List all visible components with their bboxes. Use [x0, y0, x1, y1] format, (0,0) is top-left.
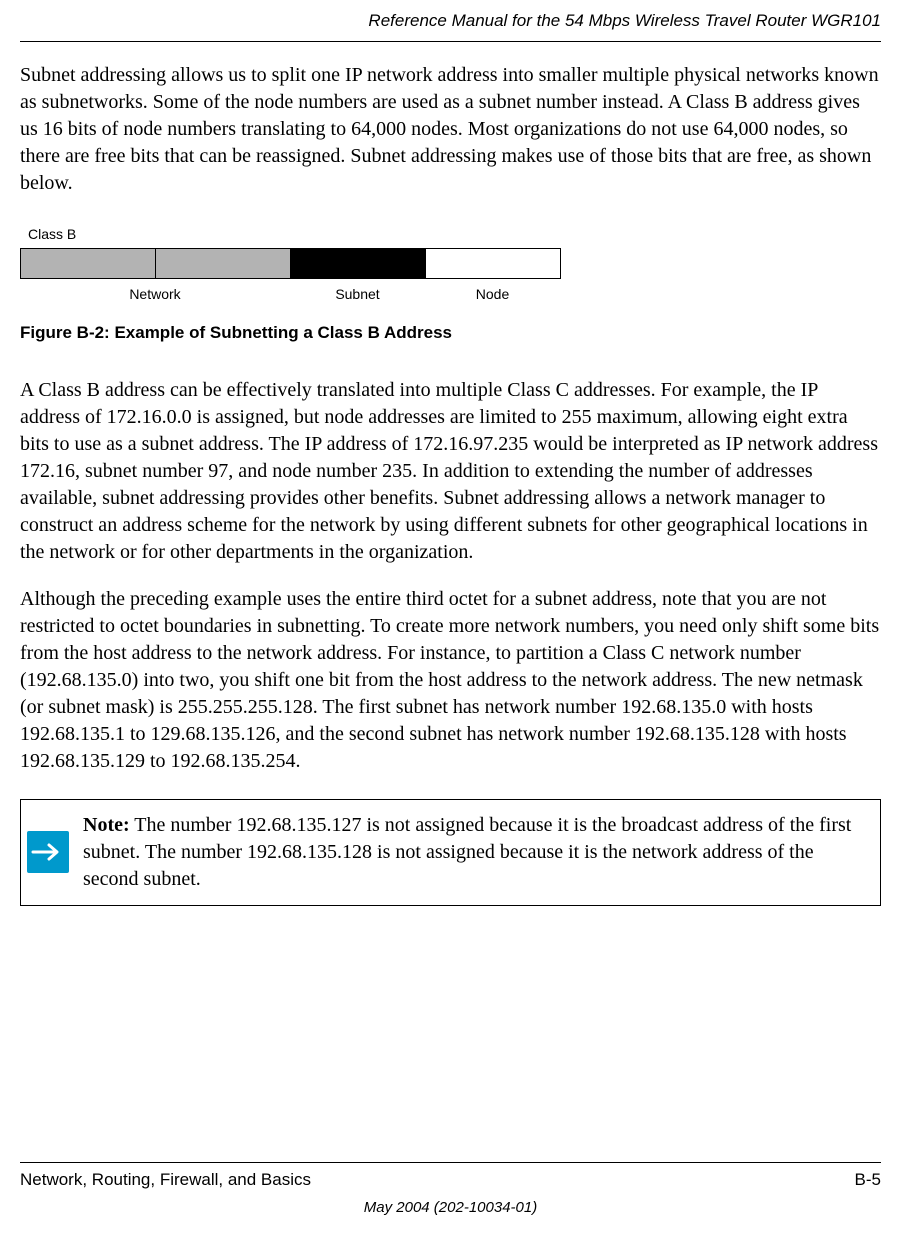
note-box: Note: The number 192.68.135.127 is not a… [20, 799, 881, 906]
footer-section: Network, Routing, Firewall, and Basics [20, 1169, 311, 1192]
diagram-labels: NetworkSubnetNode [20, 285, 881, 304]
footer-date: May 2004 (202-10034-01) [20, 1198, 881, 1218]
note-label: Note: [83, 814, 130, 836]
network-cell-2 [156, 248, 291, 278]
figure-caption: Figure B-2: Example of Subnetting a Clas… [20, 322, 881, 345]
network-cell-1 [21, 248, 156, 278]
node-label: Node [425, 285, 560, 304]
footer-page-number: B-5 [855, 1169, 881, 1192]
paragraph-3: Although the preceding example uses the … [20, 586, 881, 775]
note-icon-cell [21, 800, 75, 905]
arrow-icon [27, 831, 69, 873]
paragraph-2: A Class B address can be effectively tra… [20, 377, 881, 566]
subnet-diagram-table [20, 248, 561, 279]
class-b-label: Class B [28, 225, 881, 244]
node-cell [426, 248, 561, 278]
subnet-label: Subnet [290, 285, 425, 304]
page-header: Reference Manual for the 54 Mbps Wireles… [20, 0, 881, 42]
page-footer: Network, Routing, Firewall, and Basics B… [20, 1162, 881, 1218]
footer-top-row: Network, Routing, Firewall, and Basics B… [20, 1162, 881, 1192]
paragraph-1: Subnet addressing allows us to split one… [20, 62, 881, 197]
note-body: The number 192.68.135.127 is not assigne… [83, 814, 851, 890]
header-title: Reference Manual for the 54 Mbps Wireles… [368, 11, 881, 30]
note-text: Note: The number 192.68.135.127 is not a… [75, 800, 880, 905]
network-label: Network [20, 285, 290, 304]
subnet-cell [291, 248, 426, 278]
figure-b2: Class B NetworkSubnetNode [20, 225, 881, 304]
